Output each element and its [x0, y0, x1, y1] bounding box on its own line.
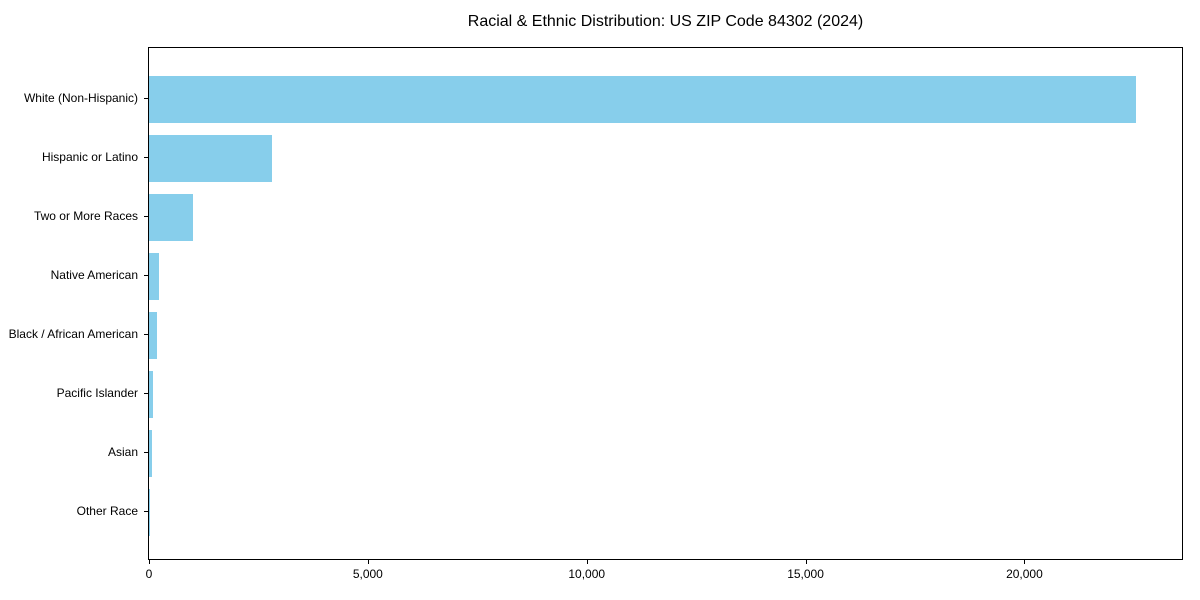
ytick-label-other-race: Other Race [76, 504, 138, 518]
bar-two-or-more-races [149, 193, 194, 241]
bar-native-american [149, 252, 159, 300]
chart-title: Racial & Ethnic Distribution: US ZIP Cod… [467, 13, 864, 30]
ytick-label-white-non-hispanic: White (Non-Hispanic) [23, 91, 138, 105]
xtick-mark [1024, 560, 1026, 564]
bar-white-non-hispanic [149, 75, 1137, 123]
ytick-label-black-african-american: Black / African American [8, 327, 138, 341]
ytick-mark [144, 216, 148, 217]
xtick-mark [367, 560, 369, 564]
xtick-label-10000: 10,000 [568, 567, 606, 581]
ytick-mark [144, 452, 148, 453]
xtick-label-5000: 5,000 [352, 567, 383, 581]
bar-other-race [149, 488, 151, 536]
bar-hispanic-or-latino [149, 134, 272, 182]
bar-asian [149, 429, 153, 477]
ytick-mark [144, 334, 148, 335]
xtick-label-0: 0 [145, 567, 153, 581]
xtick-mark [149, 560, 150, 564]
ytick-label-hispanic-or-latino: Hispanic or Latino [41, 150, 138, 164]
plot-area [148, 47, 1183, 560]
ytick-label-asian: Asian [107, 445, 138, 459]
ytick-label-two-or-more-races: Two or More Races [33, 209, 138, 223]
bar-black-african-american [149, 311, 157, 359]
xtick-mark [805, 560, 807, 564]
ytick-mark [144, 157, 148, 158]
ytick-mark [144, 98, 148, 99]
ytick-label-pacific-islander: Pacific Islander [56, 386, 138, 400]
ytick-mark [144, 393, 148, 394]
xtick-label-20000: 20,000 [1006, 567, 1043, 581]
ytick-mark [144, 275, 148, 276]
ytick-label-native-american: Native American [50, 268, 138, 282]
xtick-mark [586, 560, 588, 564]
ytick-mark [144, 511, 148, 512]
bar-pacific-islander [149, 370, 154, 418]
xtick-label-15000: 15,000 [787, 567, 824, 581]
